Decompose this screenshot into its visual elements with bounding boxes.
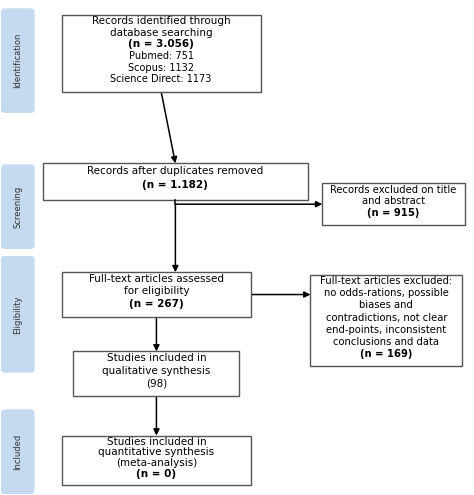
Text: Records identified through: Records identified through	[92, 16, 230, 26]
FancyBboxPatch shape	[1, 164, 35, 249]
Text: Full-text articles assessed: Full-text articles assessed	[89, 274, 224, 284]
FancyBboxPatch shape	[1, 8, 35, 113]
FancyBboxPatch shape	[1, 409, 35, 494]
Text: qualitative synthesis: qualitative synthesis	[102, 366, 210, 376]
Text: Records after duplicates removed: Records after duplicates removed	[87, 166, 264, 176]
Text: for eligibility: for eligibility	[124, 287, 189, 297]
Text: Studies included in: Studies included in	[107, 437, 206, 446]
Text: (n = 3.056): (n = 3.056)	[128, 40, 194, 50]
Bar	[62, 15, 261, 92]
Text: Pubmed: 751: Pubmed: 751	[128, 51, 194, 61]
Bar	[322, 183, 465, 225]
Text: (n = 1.182): (n = 1.182)	[143, 181, 208, 191]
FancyBboxPatch shape	[1, 256, 35, 373]
Text: Scopus: 1132: Scopus: 1132	[128, 63, 194, 73]
Bar	[73, 351, 239, 396]
Text: and abstract: and abstract	[362, 196, 425, 206]
Text: (98): (98)	[146, 378, 167, 388]
Text: Eligibility: Eligibility	[13, 295, 22, 334]
Text: Included: Included	[13, 434, 22, 470]
Text: biases and: biases and	[359, 300, 413, 310]
Text: (n = 0): (n = 0)	[137, 469, 176, 479]
Text: Full-text articles excluded:: Full-text articles excluded:	[320, 276, 453, 286]
Text: Science Direct: 1173: Science Direct: 1173	[110, 74, 212, 84]
Text: contradictions, not clear: contradictions, not clear	[326, 312, 447, 323]
Text: Studies included in: Studies included in	[107, 353, 206, 363]
Text: database searching: database searching	[110, 28, 212, 38]
Text: end-points, inconsistent: end-points, inconsistent	[326, 325, 447, 335]
Text: no odds-rations, possible: no odds-rations, possible	[324, 289, 449, 298]
Bar	[62, 272, 251, 317]
Text: Identification: Identification	[13, 33, 22, 88]
Bar	[43, 163, 308, 200]
Text: (n = 169): (n = 169)	[360, 348, 412, 359]
Text: (meta-analysis): (meta-analysis)	[116, 458, 197, 468]
Text: (n = 915): (n = 915)	[367, 208, 419, 218]
Bar	[62, 436, 251, 485]
Text: Records excluded on title: Records excluded on title	[330, 185, 456, 195]
Text: conclusions and data: conclusions and data	[333, 337, 439, 346]
Bar	[310, 275, 462, 366]
Text: (n = 267): (n = 267)	[129, 299, 184, 309]
Text: Screening: Screening	[13, 186, 22, 228]
Text: quantitative synthesis: quantitative synthesis	[99, 447, 214, 457]
